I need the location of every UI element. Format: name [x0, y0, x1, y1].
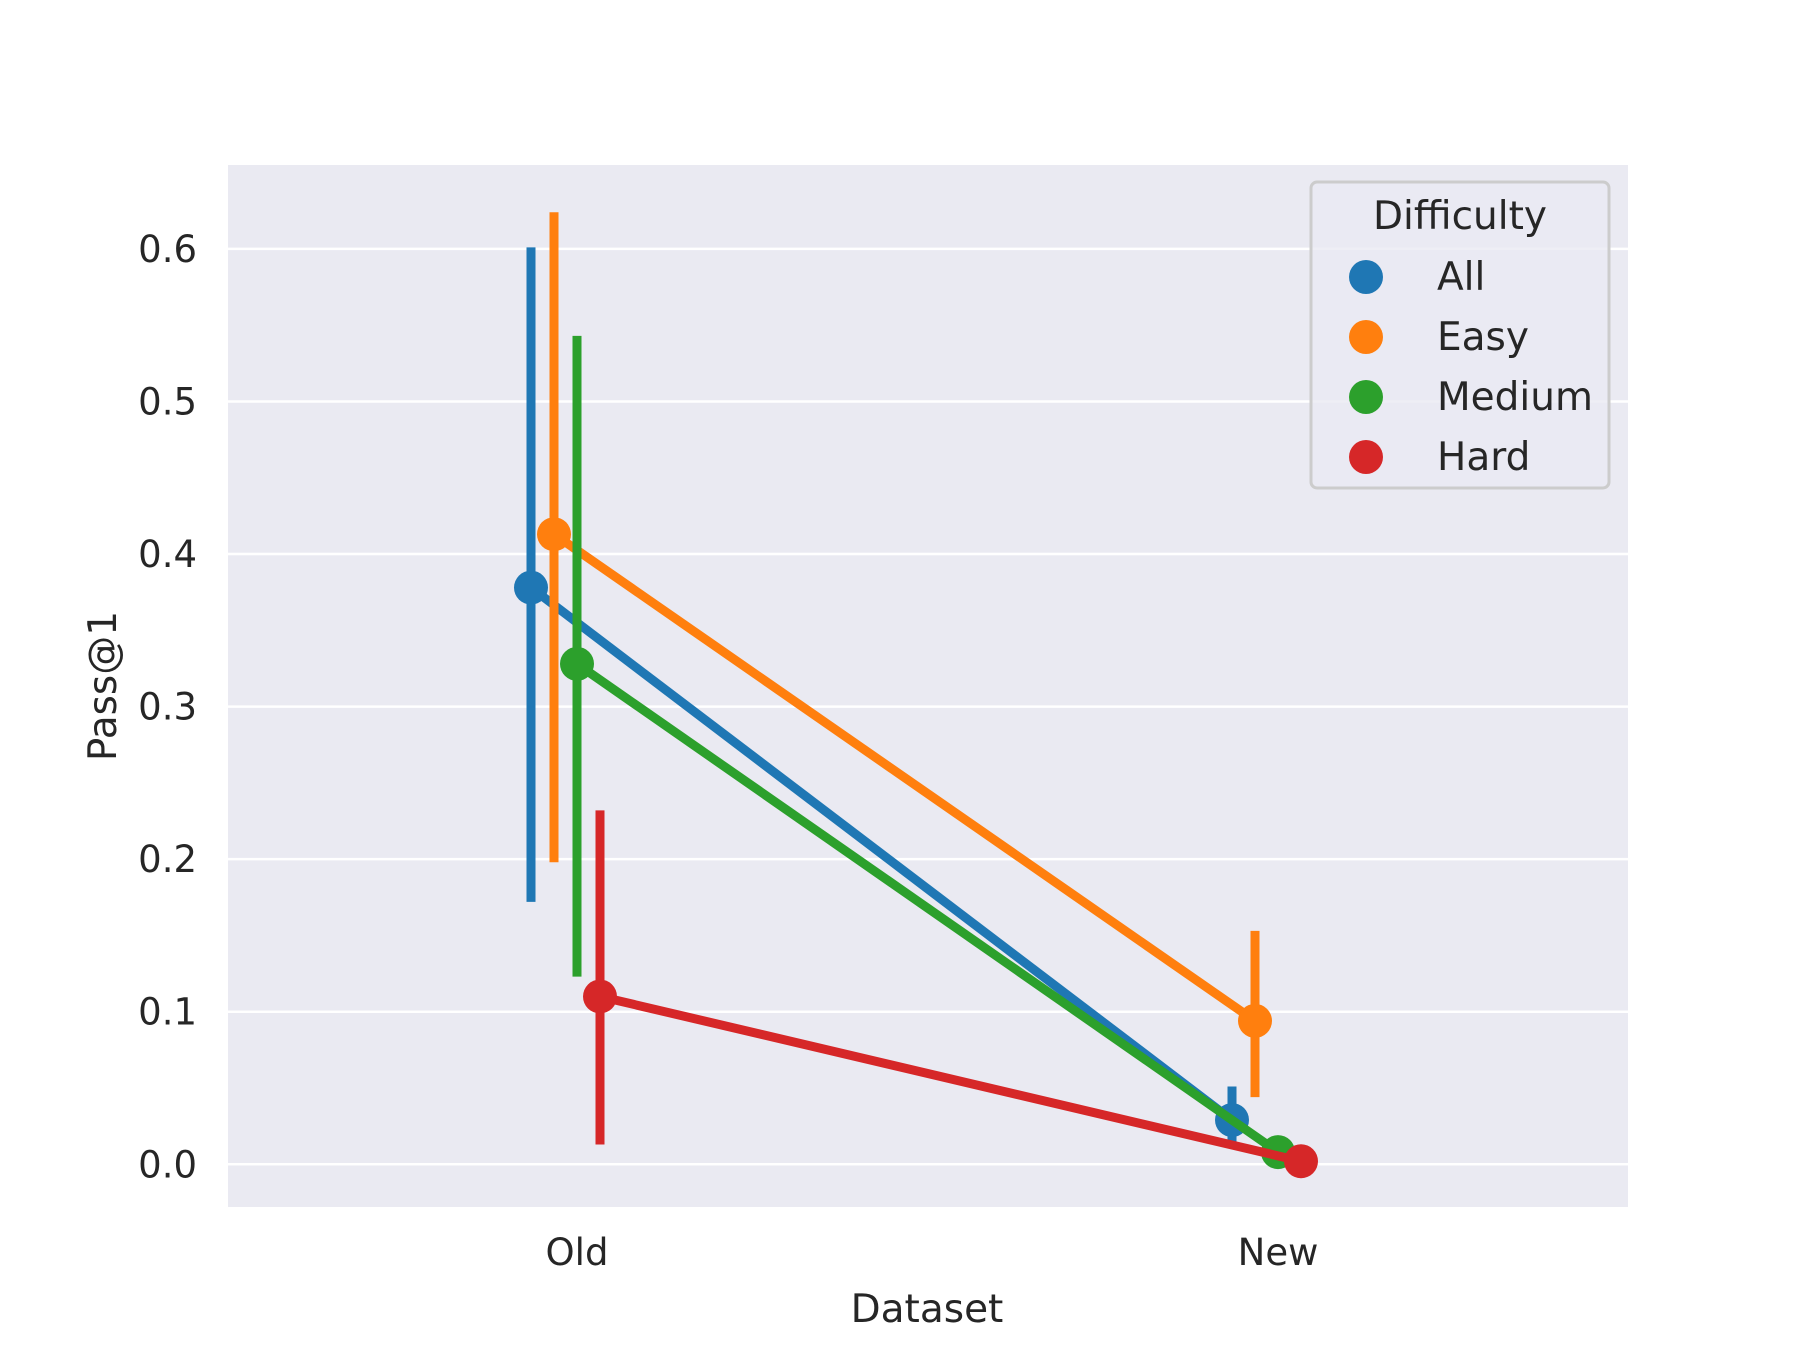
y-tick-label: 0.1 — [138, 991, 197, 1034]
legend-marker — [1349, 320, 1383, 354]
x-tick-label: New — [1238, 1231, 1319, 1274]
legend-label: Medium — [1437, 375, 1593, 420]
legend-items: All Easy Medium Hard — [1349, 255, 1593, 480]
y-tick-label: 0.2 — [138, 838, 197, 881]
data-point — [1284, 1144, 1318, 1179]
data-point — [583, 979, 617, 1014]
series-all — [514, 247, 1249, 1148]
legend: Difficulty All Easy Medium Hard — [1309, 180, 1611, 490]
y-tick-label: 0.3 — [138, 686, 197, 729]
legend-marker — [1349, 260, 1383, 294]
y-tick-label: 0.0 — [138, 1143, 197, 1186]
data-point — [1238, 1003, 1272, 1038]
series-hard — [583, 810, 1318, 1179]
legend-marker — [1349, 380, 1383, 414]
x-axis-title: Dataset — [851, 1287, 1004, 1332]
y-tick-label: 0.6 — [138, 228, 197, 271]
series-line — [598, 992, 1303, 1166]
y-tick-labels: 0.0 0.1 0.2 0.3 0.4 0.5 0.6 — [138, 228, 197, 1186]
legend-marker — [1349, 440, 1383, 474]
legend-label: Easy — [1437, 315, 1529, 360]
data-point — [514, 570, 548, 605]
series-line — [528, 584, 1235, 1124]
series-layer — [514, 212, 1318, 1179]
y-tick-label: 0.5 — [138, 380, 197, 423]
legend-label: Hard — [1437, 435, 1530, 480]
x-tick-label: Old — [546, 1231, 609, 1274]
series-line — [551, 530, 1258, 1025]
legend-title: Difficulty — [1373, 194, 1547, 239]
legend-box — [1309, 180, 1611, 490]
series-easy — [537, 212, 1272, 1098]
series-line — [574, 660, 1281, 1156]
data-point — [537, 517, 571, 552]
legend-label: All — [1437, 255, 1485, 300]
data-point — [560, 646, 594, 681]
y-axis-title: Pass@1 — [81, 611, 126, 761]
y-tick-label: 0.4 — [138, 533, 197, 576]
x-tick-labels: Old New — [546, 1231, 1319, 1274]
